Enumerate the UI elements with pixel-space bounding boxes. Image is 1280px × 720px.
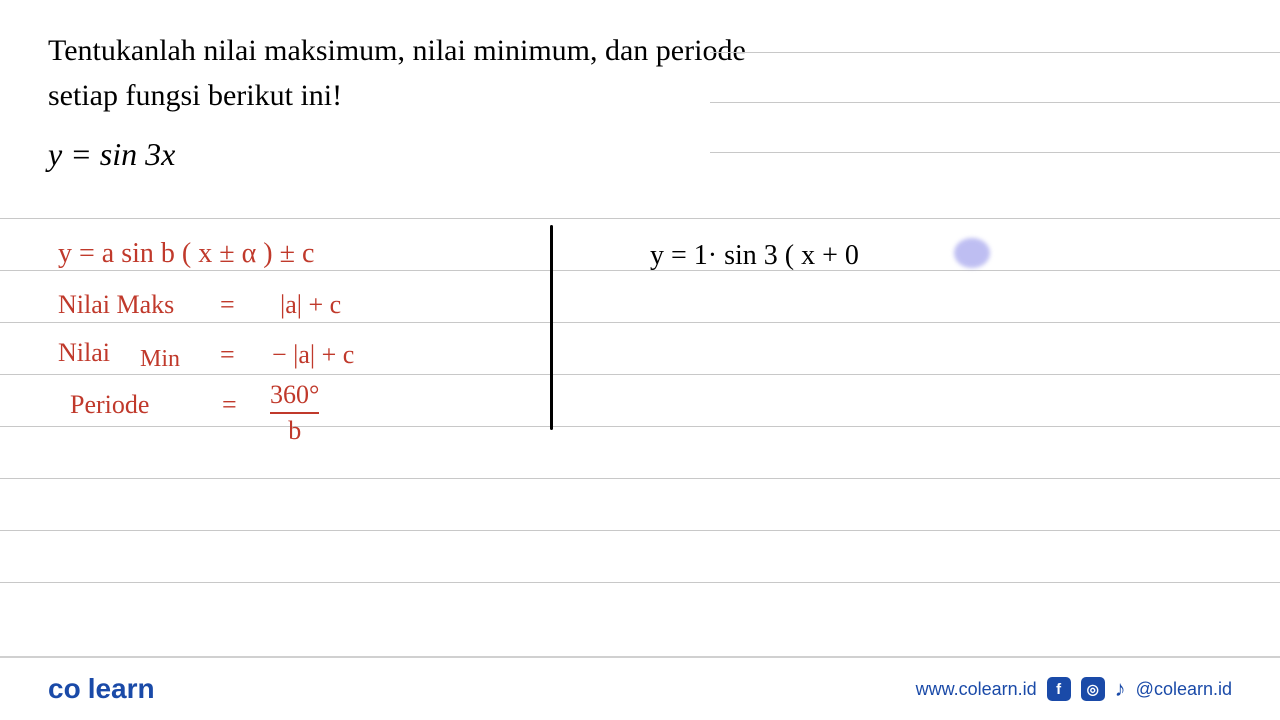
logo-co: co <box>48 673 81 704</box>
formula-general: y = a sin b ( x ± α ) ± c <box>58 238 314 270</box>
footer: co learn www.colearn.id f ◎ ♪ @colearn.i… <box>0 656 1280 720</box>
expr-min: − |a| + c <box>272 340 354 370</box>
periode-denominator: b <box>270 416 319 446</box>
eq-sign: = <box>222 390 237 420</box>
ruled-line <box>0 322 1280 323</box>
question-text: Tentukanlah nilai maksimum, nilai minimu… <box>48 28 1232 118</box>
question-line2: setiap fungsi berikut ini! <box>48 79 342 112</box>
tiktok-icon: ♪ <box>1115 676 1126 702</box>
label-min1: Nilai <box>58 338 110 368</box>
logo-learn: learn <box>88 673 155 704</box>
vertical-divider <box>550 225 553 430</box>
label-periode: Periode <box>70 390 149 420</box>
footer-right: www.colearn.id f ◎ ♪ @colearn.id <box>916 676 1232 702</box>
ruled-line <box>0 270 1280 271</box>
ruled-line <box>710 152 1280 153</box>
eq-sign: = <box>220 290 235 320</box>
brand-logo: co learn <box>48 673 155 706</box>
footer-url: www.colearn.id <box>916 679 1037 700</box>
instagram-icon: ◎ <box>1081 677 1105 701</box>
footer-handle: @colearn.id <box>1136 679 1232 700</box>
equation-text: y = sin 3x <box>48 136 1232 173</box>
ruled-line <box>0 374 1280 375</box>
expr-maks: |a| + c <box>280 290 341 320</box>
ruled-line <box>0 478 1280 479</box>
ruled-line <box>710 102 1280 103</box>
label-maks: Nilai Maks <box>58 290 174 320</box>
ruled-line <box>0 426 1280 427</box>
frac-periode: 360° b <box>270 380 319 446</box>
question-line1: Tentukanlah nilai maksimum, nilai minimu… <box>48 34 746 67</box>
ruled-line <box>0 530 1280 531</box>
eq-sign: = <box>220 340 235 370</box>
periode-numerator: 360° <box>270 380 319 410</box>
ruled-line <box>710 52 1280 53</box>
ruled-line <box>0 218 1280 219</box>
label-min2: Min <box>140 346 180 373</box>
ruled-line <box>0 582 1280 583</box>
highlight-cursor <box>954 238 990 268</box>
worked-line1: y = 1· sin 3 ( x + 0 <box>650 240 859 272</box>
facebook-icon: f <box>1047 677 1071 701</box>
content-area: Tentukanlah nilai maksimum, nilai minimu… <box>0 0 1280 173</box>
logo-dot <box>81 674 88 705</box>
